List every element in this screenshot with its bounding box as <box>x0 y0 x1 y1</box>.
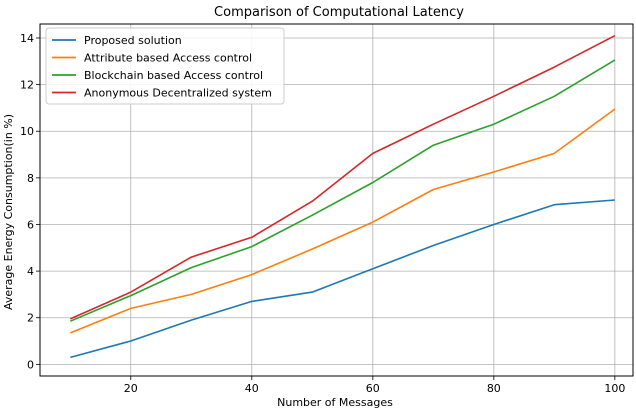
y-tick-label: 8 <box>27 172 34 185</box>
y-tick-label: 6 <box>27 218 34 231</box>
plot-frame <box>39 23 634 377</box>
series-line-3 <box>69 34 616 320</box>
legend-label-3: Anonymous Decentralized system <box>84 87 272 100</box>
legend-label-1: Attribute based Access control <box>84 52 252 65</box>
y-tick-label: 0 <box>27 358 34 371</box>
y-axis-label: Average Energy Consumption(in %) <box>2 114 15 310</box>
x-tick-label: 80 <box>487 382 501 395</box>
legend-box <box>45 27 285 105</box>
series-group <box>69 34 616 359</box>
y-tick-label: 2 <box>27 312 34 325</box>
series-line-0 <box>70 199 615 359</box>
x-tick-label: 40 <box>245 382 259 395</box>
series-line-2 <box>69 59 616 322</box>
legend-label-2: Blockchain based Access control <box>84 69 263 82</box>
legend: Proposed solution Attribute based Access … <box>45 27 285 105</box>
y-tick-label: 12 <box>20 79 34 92</box>
chart-title: Comparison of Computational Latency <box>214 5 464 20</box>
x-tick-label: 100 <box>604 382 625 395</box>
y-tick-label: 14 <box>20 32 34 45</box>
series-line-1 <box>69 108 616 334</box>
x-axis-ticks: 20 40 60 80 100 <box>124 376 625 395</box>
grid <box>40 24 633 376</box>
y-axis-ticks: 0 2 4 6 8 10 12 14 <box>20 32 40 371</box>
y-tick-label: 10 <box>20 125 34 138</box>
x-tick-label: 60 <box>366 382 380 395</box>
legend-label-0: Proposed solution <box>84 34 182 47</box>
y-tick-label: 4 <box>27 265 34 278</box>
x-axis-label: Number of Messages <box>277 396 393 409</box>
x-tick-label: 20 <box>124 382 138 395</box>
